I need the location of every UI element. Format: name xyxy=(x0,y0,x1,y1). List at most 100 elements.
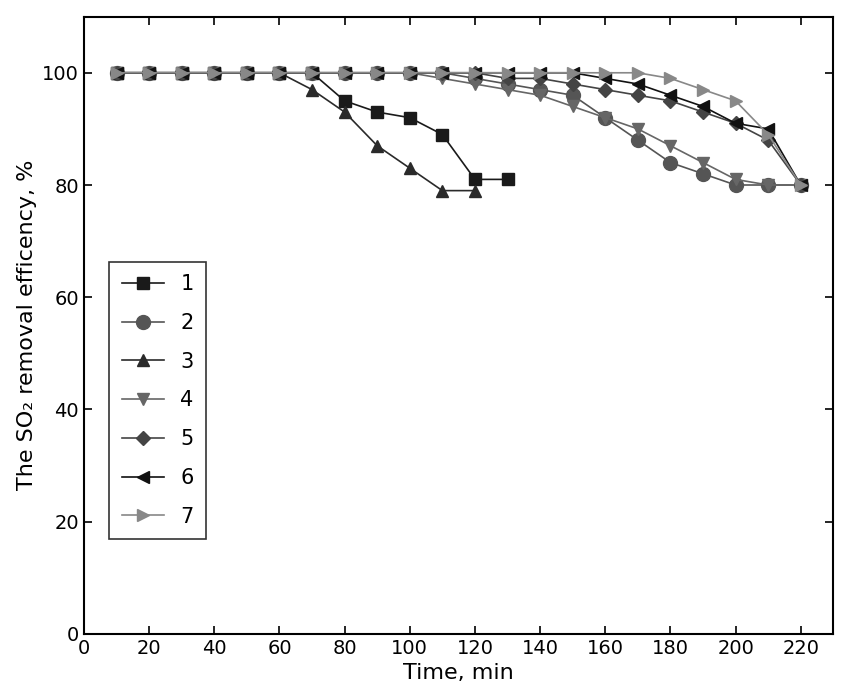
5 xyxy=(111,69,122,77)
2 xyxy=(502,80,513,88)
5 xyxy=(698,108,708,116)
7 xyxy=(568,69,578,77)
7 xyxy=(502,69,513,77)
6 xyxy=(470,69,480,77)
Legend: 1, 2, 3, 4, 5, 6, 7: 1, 2, 3, 4, 5, 6, 7 xyxy=(110,262,206,539)
7 xyxy=(470,69,480,77)
Line: 1: 1 xyxy=(111,67,513,185)
2 xyxy=(339,69,349,77)
5 xyxy=(177,69,187,77)
7 xyxy=(339,69,349,77)
Line: 6: 6 xyxy=(110,66,807,191)
3 xyxy=(275,69,285,77)
7 xyxy=(177,69,187,77)
7 xyxy=(144,69,154,77)
1 xyxy=(437,130,447,139)
1 xyxy=(209,69,219,77)
5 xyxy=(763,136,774,144)
2 xyxy=(666,158,676,167)
3 xyxy=(437,186,447,195)
7 xyxy=(763,130,774,139)
2 xyxy=(535,85,545,94)
5 xyxy=(339,69,349,77)
4 xyxy=(763,181,774,189)
3 xyxy=(144,69,154,77)
6 xyxy=(307,69,317,77)
5 xyxy=(241,69,252,77)
3 xyxy=(405,164,415,172)
2 xyxy=(632,136,643,144)
3 xyxy=(307,85,317,94)
5 xyxy=(600,85,610,94)
5 xyxy=(730,119,740,127)
6 xyxy=(666,91,676,99)
3 xyxy=(372,141,382,150)
Line: 3: 3 xyxy=(110,66,481,197)
7 xyxy=(437,69,447,77)
5 xyxy=(535,74,545,83)
5 xyxy=(470,69,480,77)
6 xyxy=(111,69,122,77)
4 xyxy=(730,175,740,183)
4 xyxy=(535,91,545,99)
3 xyxy=(209,69,219,77)
4 xyxy=(405,69,415,77)
6 xyxy=(502,69,513,77)
2 xyxy=(111,69,122,77)
X-axis label: Time, min: Time, min xyxy=(403,664,514,683)
2 xyxy=(568,91,578,99)
Line: 4: 4 xyxy=(110,66,807,191)
7 xyxy=(405,69,415,77)
6 xyxy=(144,69,154,77)
2 xyxy=(730,181,740,189)
6 xyxy=(568,69,578,77)
6 xyxy=(632,80,643,88)
5 xyxy=(666,97,676,105)
5 xyxy=(502,74,513,83)
4 xyxy=(698,158,708,167)
7 xyxy=(600,69,610,77)
7 xyxy=(111,69,122,77)
4 xyxy=(502,85,513,94)
4 xyxy=(111,69,122,77)
1 xyxy=(372,108,382,116)
Line: 2: 2 xyxy=(110,66,807,192)
Line: 7: 7 xyxy=(110,66,807,191)
1 xyxy=(177,69,187,77)
6 xyxy=(763,125,774,133)
2 xyxy=(600,113,610,122)
5 xyxy=(372,69,382,77)
6 xyxy=(241,69,252,77)
7 xyxy=(632,69,643,77)
5 xyxy=(307,69,317,77)
5 xyxy=(209,69,219,77)
4 xyxy=(372,69,382,77)
3 xyxy=(470,186,480,195)
5 xyxy=(275,69,285,77)
2 xyxy=(405,69,415,77)
7 xyxy=(307,69,317,77)
2 xyxy=(241,69,252,77)
4 xyxy=(241,69,252,77)
2 xyxy=(372,69,382,77)
4 xyxy=(470,80,480,88)
5 xyxy=(405,69,415,77)
7 xyxy=(275,69,285,77)
2 xyxy=(437,69,447,77)
6 xyxy=(698,102,708,111)
4 xyxy=(437,74,447,83)
2 xyxy=(763,181,774,189)
7 xyxy=(241,69,252,77)
6 xyxy=(177,69,187,77)
6 xyxy=(437,69,447,77)
2 xyxy=(275,69,285,77)
6 xyxy=(275,69,285,77)
1 xyxy=(144,69,154,77)
7 xyxy=(730,97,740,105)
6 xyxy=(339,69,349,77)
4 xyxy=(600,113,610,122)
5 xyxy=(568,80,578,88)
2 xyxy=(796,181,806,189)
4 xyxy=(209,69,219,77)
6 xyxy=(796,181,806,189)
